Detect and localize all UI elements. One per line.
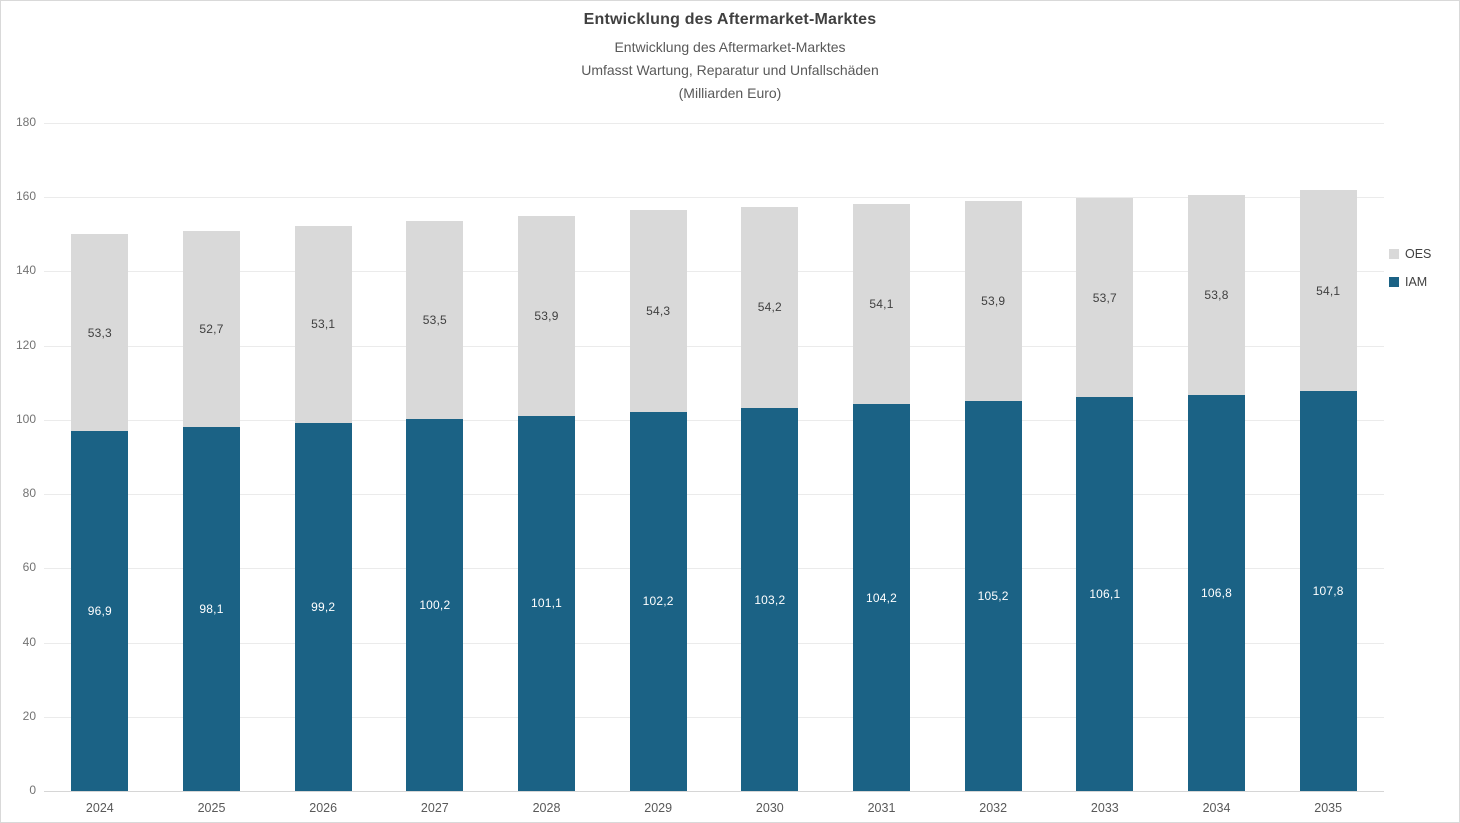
chart-title: Entwicklung des Aftermarket-Marktes [583,11,877,28]
data-label-iam-2034: 106,8 [1200,585,1233,600]
x-tick-label-2030: 2030 [755,801,784,815]
data-label-iam-2029: 102,2 [642,594,674,609]
plot-area: 96,9 53,3 2024 98,1 52,7 2025 99,2 53,1 2026 100,… [44,123,1384,815]
gridline [44,123,1384,124]
chart-subtitle-line-1: Entwicklung des Aftermarket-Marktes [614,39,846,55]
data-label-oes-2024: 53,3 [87,325,112,340]
data-label-iam-2032: 105,2 [977,588,1009,603]
bar-segment-oes-2026: 53,1 [294,225,352,423]
bar-segment-iam-2026: 99,2 [294,422,352,791]
x-tick-label-2028: 2028 [532,801,561,815]
bar-segment-iam-2027: 100,2 [406,419,464,791]
gridline [44,271,1384,273]
data-label-iam-2027: 100,2 [419,598,451,613]
x-tick-label-2033: 2033 [1090,801,1119,815]
bar-segment-oes-2025: 52,7 [183,231,240,427]
x-tick-label-2026: 2026 [309,801,338,815]
data-label-iam-2024: 96,9 [87,604,112,619]
y-tick-label: 180 [15,115,36,129]
gridline [44,716,1384,718]
data-label-iam-2026: 99,2 [311,599,336,614]
gridline [44,494,1384,496]
bar-segment-iam-2025: 98,1 [183,426,240,791]
data-label-iam-2030: 103,2 [754,592,786,607]
bar-segment-oes-2034: 53,8 [1188,195,1245,395]
data-label-iam-2033: 106,1 [1089,587,1121,602]
bar-segment-oes-2028: 53,9 [518,215,575,416]
data-label-iam-2031: 104,2 [865,590,898,605]
bar-segment-iam-2031: 104,2 [853,404,910,791]
y-tick-label: 0 [29,783,36,797]
bar-segment-oes-2033: 53,7 [1076,197,1134,398]
bar-segment-iam-2030: 103,2 [741,408,799,791]
legend-label-iam: IAM [1405,275,1428,289]
bar-segment-oes-2030: 54,2 [741,206,799,409]
x-tick-label-2032: 2032 [979,801,1008,815]
bar-segment-oes-2035: 54,1 [1299,190,1357,391]
gridline [44,345,1384,347]
y-tick-label: 160 [15,189,36,204]
bar-segment-oes-2032: 53,9 [964,200,1022,401]
bar-segment-oes-2031: 54,1 [853,203,910,405]
legend-item-iam: IAM [1389,273,1431,291]
bar-segment-iam-2035: 107,8 [1299,390,1357,791]
legend-label-oes: OES [1405,247,1432,261]
x-tick-label-2024: 2024 [85,801,114,815]
x-tick-label-2031: 2031 [867,801,896,815]
x-tick-label-2027: 2027 [420,801,449,815]
chart-subtitle-line-3: (Milliarden Euro) [678,85,782,101]
gridline [44,568,1384,570]
bar-segment-iam-2024: 96,9 [71,431,129,791]
bar-segment-oes-2029: 54,3 [629,210,687,412]
y-tick-label: 60 [22,560,36,575]
bar-segment-iam-2032: 105,2 [964,400,1022,791]
data-label-oes-2029: 54,3 [646,303,671,318]
legend-swatch-iam [1389,277,1399,287]
data-label-oes-2033: 53,7 [1092,290,1117,305]
data-label-oes-2028: 53,9 [534,308,559,323]
bar-segment-oes-2027: 53,5 [406,220,464,420]
y-tick-label: 40 [22,634,36,649]
title-block: Entwicklung des Aftermarket-Marktes Entw… [1,11,1459,105]
y-tick-label: 20 [22,708,36,723]
bar-segment-iam-2033: 106,1 [1076,397,1134,791]
gridline [44,642,1384,644]
x-tick-label-2035: 2035 [1314,801,1343,815]
y-tick-label: 120 [15,337,36,352]
legend-item-oes: OES [1389,245,1431,263]
x-tick-label-2034: 2034 [1202,801,1231,815]
bar-segment-iam-2029: 102,2 [629,411,687,791]
data-label-oes-2031: 54,1 [869,296,894,311]
data-label-oes-2026: 53,1 [311,317,336,332]
data-label-oes-2030: 54,2 [757,300,782,315]
data-label-oes-2034: 53,8 [1204,287,1229,302]
gridline [44,197,1384,199]
data-label-oes-2027: 53,5 [422,312,447,327]
x-tick-label-2029: 2029 [644,801,673,815]
chart-subtitle-line-2: Umfasst Wartung, Reparatur und Unfallsch… [581,62,879,78]
bar-segment-oes-2024: 53,3 [71,233,129,432]
bar-segment-iam-2034: 106,8 [1188,394,1245,791]
x-tick-label-2025: 2025 [197,801,226,815]
gridline [44,419,1384,421]
data-label-oes-2035: 54,1 [1316,283,1341,298]
bar-segment-iam-2028: 101,1 [518,415,575,791]
data-label-iam-2035: 107,8 [1312,583,1344,598]
y-tick-label: 80 [22,486,36,501]
data-label-oes-2032: 53,9 [981,293,1006,308]
y-tick-label: 100 [15,411,36,426]
data-label-iam-2028: 101,1 [530,596,563,611]
legend-swatch-oes [1389,249,1399,259]
x-axis-line [44,791,1384,792]
y-tick-label: 140 [15,263,36,278]
legend: OES IAM [1389,245,1431,301]
data-label-iam-2025: 98,1 [199,601,224,616]
data-label-oes-2025: 52,7 [199,322,224,337]
